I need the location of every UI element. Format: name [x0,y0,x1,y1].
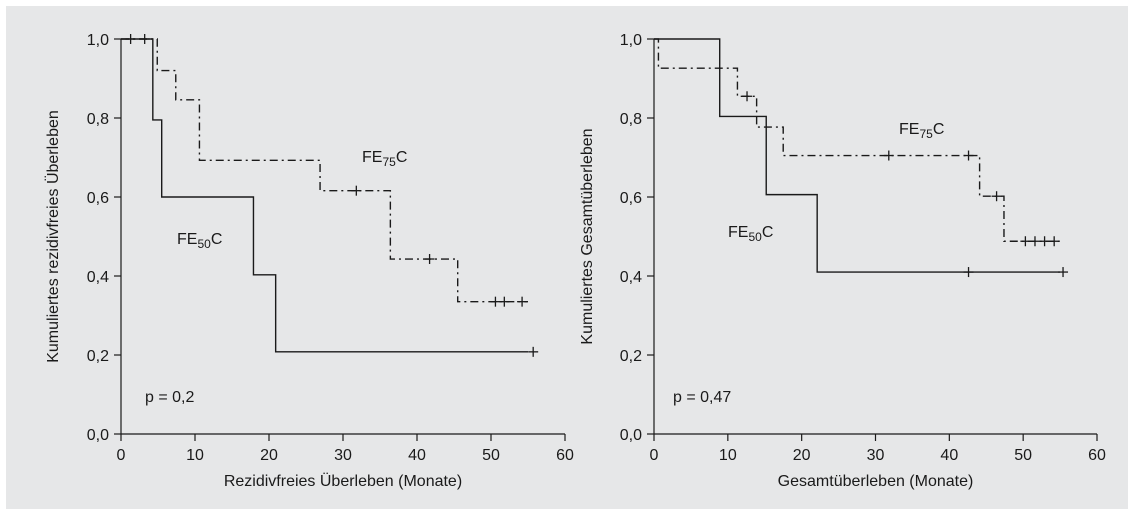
series-75-curve [654,38,1061,242]
y-tick-label: 0,4 [87,269,109,286]
series-label: FE75C [899,121,944,141]
series-75-curve [121,38,528,303]
censor-mark [499,296,510,307]
x-axis-title: Rezidivfreies Überleben (Monate) [224,472,462,490]
censor-mark [528,346,539,357]
y-tick-label: 0,0 [620,427,642,444]
figure-panel: 0 10 20 30 40 50 60 0,0 0,2 0,4 0,6 0,8 1,0 Rezidivfr… [6,6,1128,509]
y-tick-label: 0,6 [620,190,642,207]
x-tick-label: 40 [408,447,426,464]
series-50-curve [121,38,528,353]
x-tick-label: 0 [117,447,126,464]
series-50-curve [654,38,1061,273]
y-axis-title: Kumuliertes Gesamtüberleben [579,128,596,344]
chart-2: 0 10 20 30 40 50 60 0,0 0,2 0,4 0,6 0,8 1,0 Gesamtübe… [579,32,1106,490]
p-value-annotation: p = 0,2 [145,389,194,406]
y-axis-title: Kumuliertes rezidivfreies Überleben [44,110,62,363]
x-tick-label: 0 [650,447,659,464]
y-tick-label: 0,2 [620,348,642,365]
x-tick-label: 20 [793,447,811,464]
x-tick-label: 50 [482,447,500,464]
x-axis-title: Gesamtüberleben (Monate) [778,473,974,490]
censor-mark [517,296,528,307]
censor-mark [1039,236,1050,247]
censor-mark [424,254,435,265]
km-charts: 0 10 20 30 40 50 60 0,0 0,2 0,4 0,6 0,8 1,0 Rezidivfr… [44,32,1106,490]
x-tick-label: 50 [1014,447,1032,464]
censor-mark [1020,236,1031,247]
censor-mark [742,91,753,102]
y-tick-label: 0,0 [87,427,109,444]
chart-1: 0 10 20 30 40 50 60 0,0 0,2 0,4 0,6 0,8 1,0 Rezidivfr… [44,32,574,490]
x-tick-label: 10 [186,447,204,464]
x-tick-label: 20 [260,447,278,464]
y-tick-label: 1,0 [87,32,109,49]
censor-mark [1049,236,1060,247]
censor-mark [1058,267,1069,278]
censor-mark [1029,236,1040,247]
y-tick-label: 0,8 [620,111,642,128]
censor-mark [963,150,974,161]
y-tick-label: 0,8 [87,111,109,128]
p-value-annotation: p = 0,47 [673,389,731,406]
y-tick-label: 0,2 [87,348,109,365]
censor-mark [883,150,894,161]
x-tick-label: 60 [556,447,574,464]
y-tick-label: 1,0 [620,32,642,49]
x-tick-label: 60 [1088,447,1106,464]
x-tick-label: 10 [719,447,737,464]
censor-mark [991,191,1002,202]
x-tick-label: 30 [867,447,885,464]
censor-mark [963,267,974,278]
x-tick-label: 40 [940,447,958,464]
y-tick-label: 0,4 [620,269,642,286]
series-label: FE50C [177,231,222,251]
series-label: FE50C [728,224,773,244]
x-tick-label: 30 [334,447,352,464]
series-label: FE75C [362,149,407,169]
censor-mark [490,296,501,307]
y-tick-label: 0,6 [87,190,109,207]
censor-mark [351,185,362,196]
